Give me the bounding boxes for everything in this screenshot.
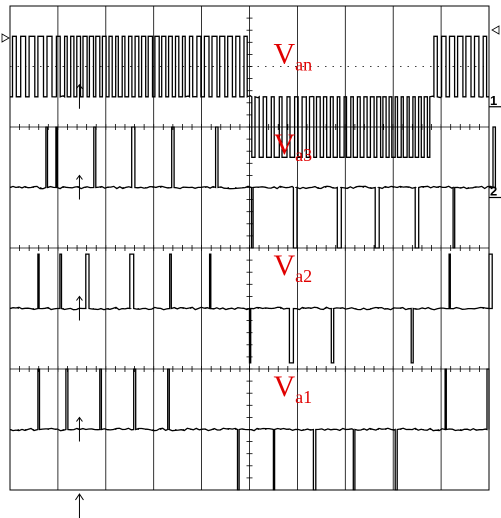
trace-va3 bbox=[9, 126, 497, 249]
markers: 12 bbox=[1, 25, 501, 518]
trace-van bbox=[10, 35, 489, 158]
channel-marker-2: 2 bbox=[490, 184, 497, 199]
trace-va2 bbox=[9, 253, 493, 364]
trace-label-va3: Va3 bbox=[273, 128, 312, 165]
trigger-level-marker-right bbox=[491, 25, 500, 35]
trace-label-van: Van bbox=[273, 37, 312, 74]
trace-va1 bbox=[9, 368, 490, 491]
cursor-mark-arrow bbox=[76, 416, 83, 422]
cursor-mark-arrow bbox=[76, 295, 83, 301]
cursor-mark-arrow bbox=[76, 83, 83, 90]
traces bbox=[9, 35, 497, 491]
trace-label-va1: Va1 bbox=[273, 370, 312, 407]
cursor-arrow bbox=[75, 493, 84, 501]
channel-marker-1: 1 bbox=[490, 93, 497, 108]
cursor-mark-arrow bbox=[76, 174, 83, 180]
trigger-level-marker-left bbox=[1, 33, 10, 43]
trace-labels: Van Va3 Va2 Va1 bbox=[273, 37, 312, 407]
trace-label-va2: Va2 bbox=[273, 249, 312, 286]
